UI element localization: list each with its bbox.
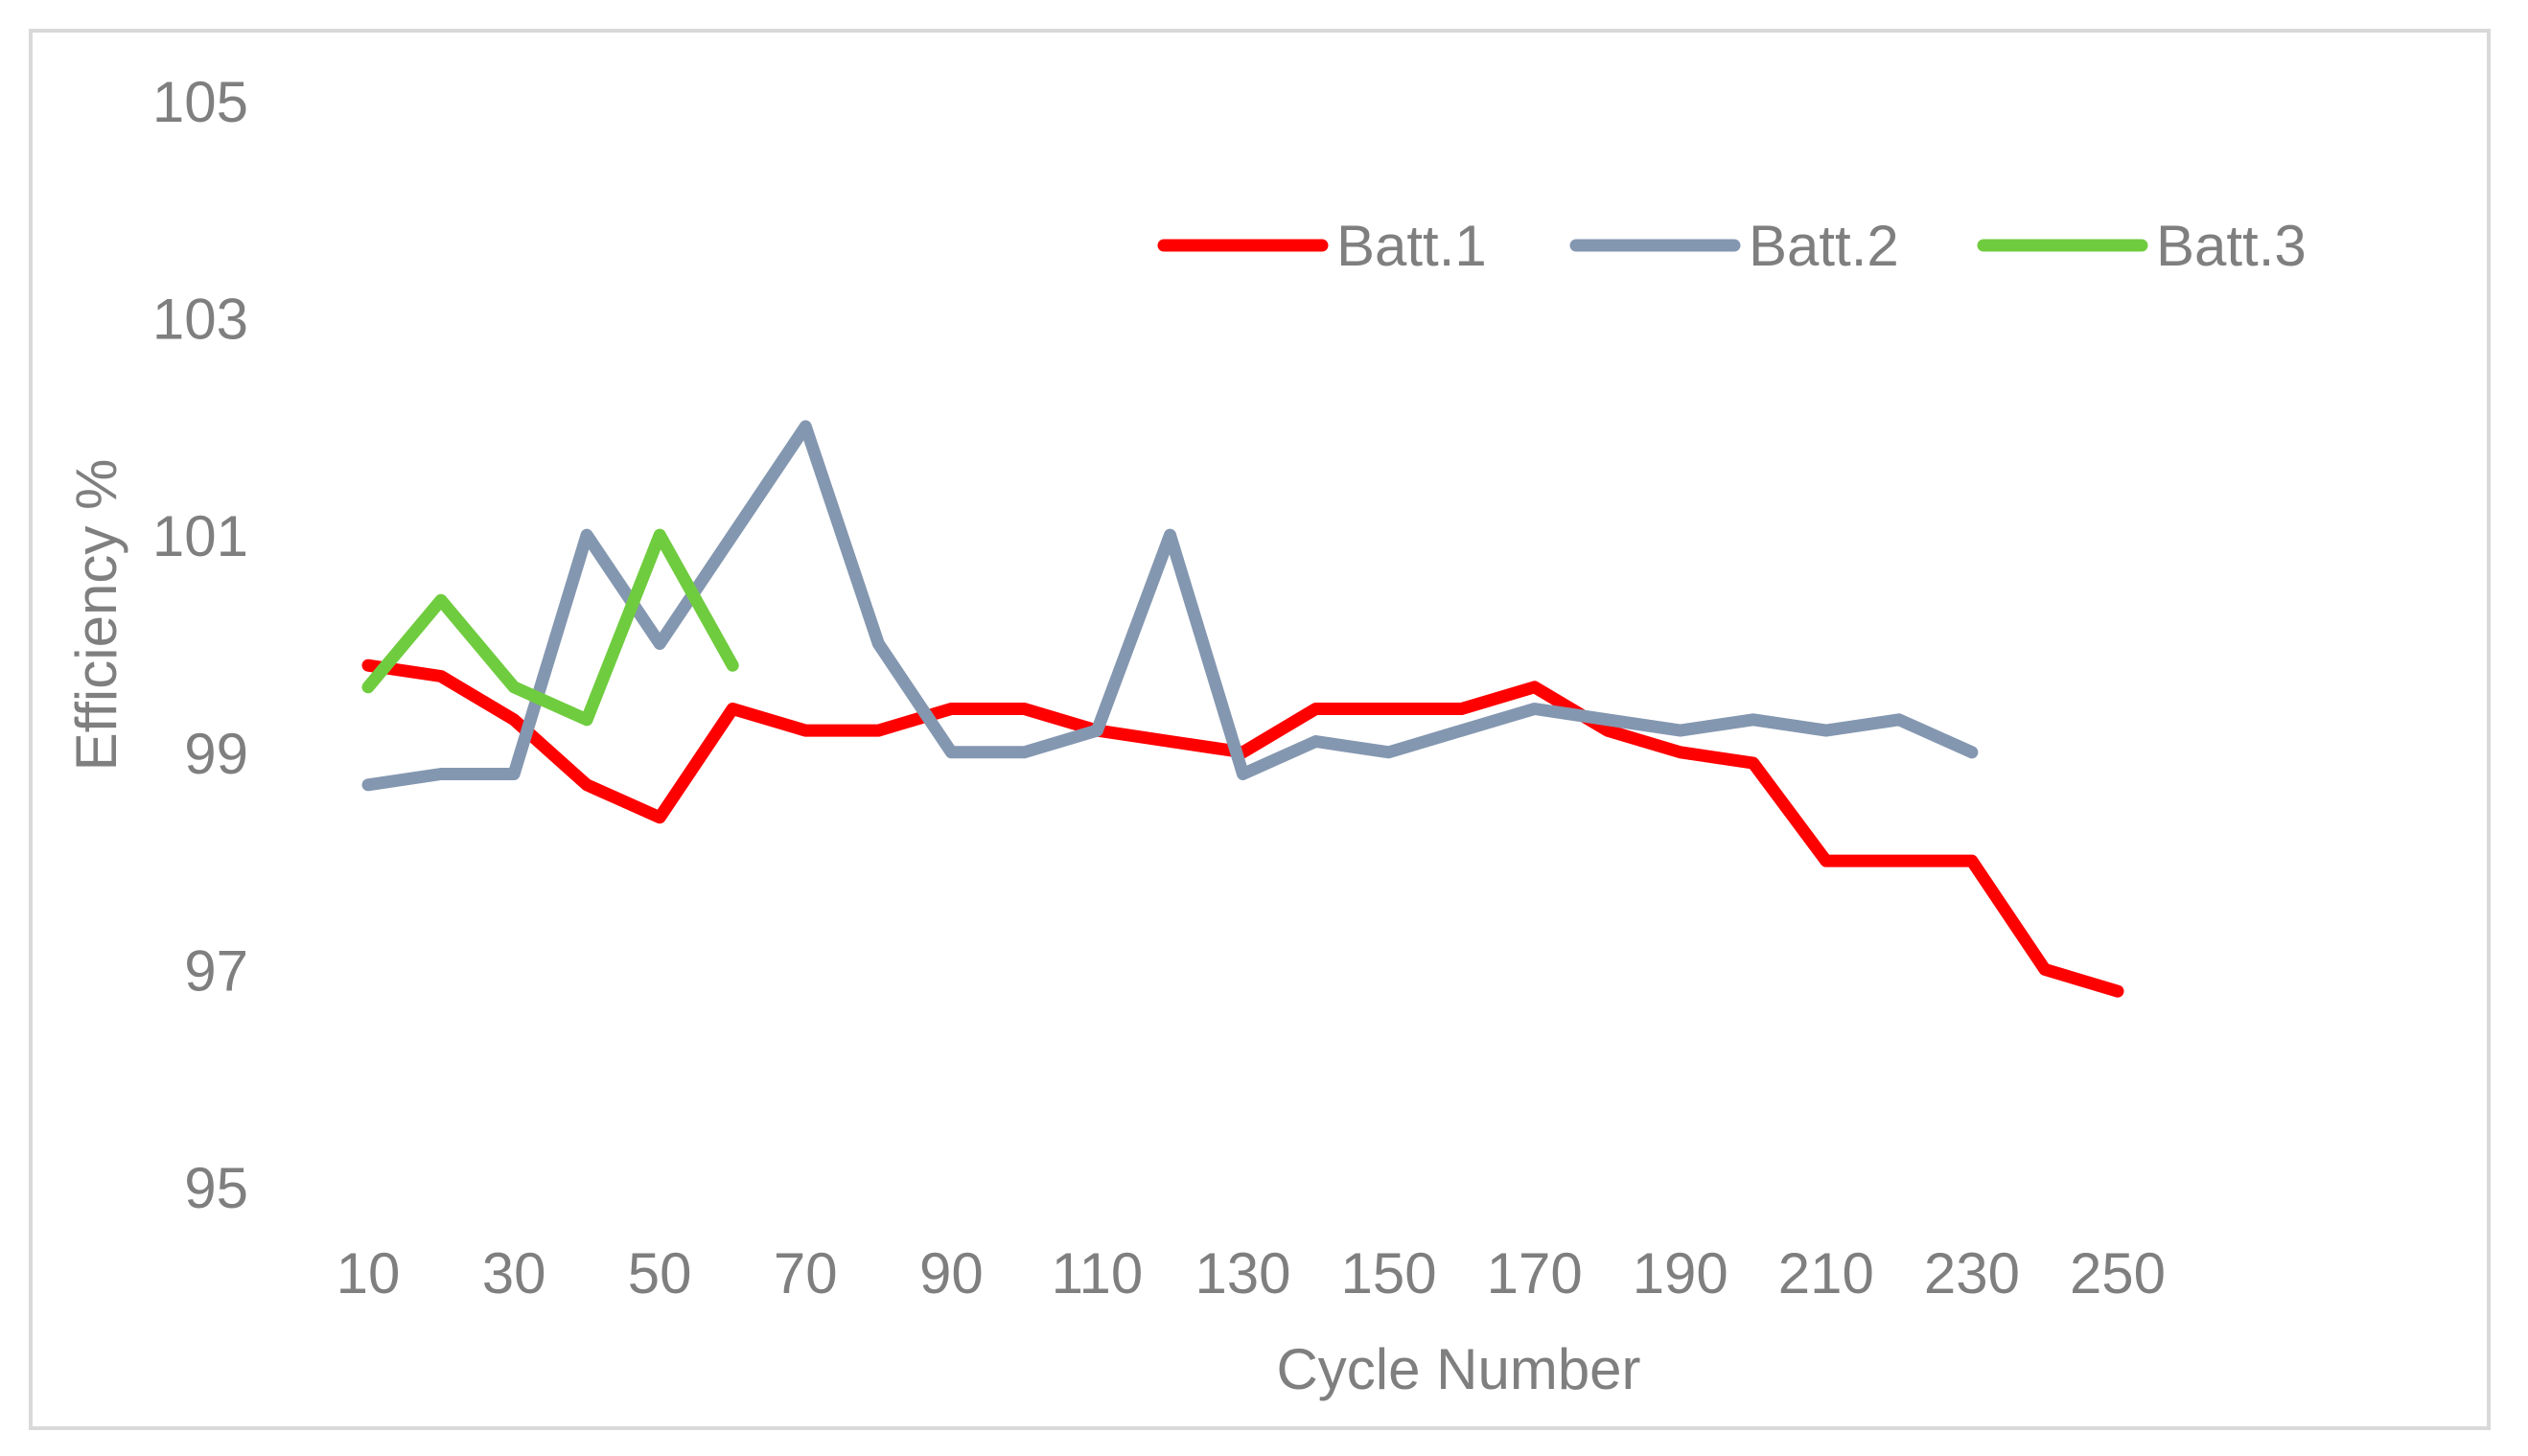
y-tick-label: 103 [152,288,248,352]
x-tick-label: 70 [774,1241,838,1306]
x-tick-label: 90 [919,1241,984,1306]
x-tick-label: 110 [1052,1241,1144,1306]
y-tick-label: 95 [184,1156,248,1220]
y-axis-ticks: 95 97 99 101 103 105 [152,70,248,1220]
x-tick-label: 30 [482,1241,546,1306]
x-tick-label: 10 [336,1241,401,1306]
series-line-batt-2 [361,420,1979,792]
x-tick-label: 190 [1633,1241,1728,1306]
series-line-batt-1 [361,659,2124,998]
x-tick-label: 50 [628,1241,692,1306]
y-tick-label: 97 [184,938,248,1003]
line-chart: 95 97 99 101 103 105 10 30 50 70 90 110 130 150 170 19… [64,70,2307,1401]
legend-label-batt-3: Batt.3 [2156,214,2307,278]
x-tick-label: 150 [1341,1241,1437,1306]
legend: Batt.1 Batt.2 Batt.3 [1157,214,2307,278]
x-axis-title: Cycle Number [1276,1337,1640,1401]
x-tick-label: 250 [2070,1241,2166,1306]
x-tick-label: 230 [1924,1241,2020,1306]
x-tick-label: 210 [1778,1241,1874,1306]
legend-label-batt-1: Batt.1 [1336,214,1487,278]
y-tick-label: 101 [152,504,248,568]
series-lines [361,420,2124,998]
chart-frame: 95 97 99 101 103 105 10 30 50 70 90 110 130 150 170 19… [29,29,2491,1430]
legend-label-batt-2: Batt.2 [1749,214,1899,278]
x-tick-label: 130 [1194,1241,1290,1306]
y-tick-label: 105 [152,70,248,134]
y-axis-title: Efficiency % [64,459,128,772]
x-axis-ticks: 10 30 50 70 90 110 130 150 170 190 210 230 250 [336,1241,2166,1306]
series-line-batt-3 [361,528,739,727]
x-tick-label: 170 [1487,1241,1583,1306]
y-tick-label: 99 [184,722,248,786]
